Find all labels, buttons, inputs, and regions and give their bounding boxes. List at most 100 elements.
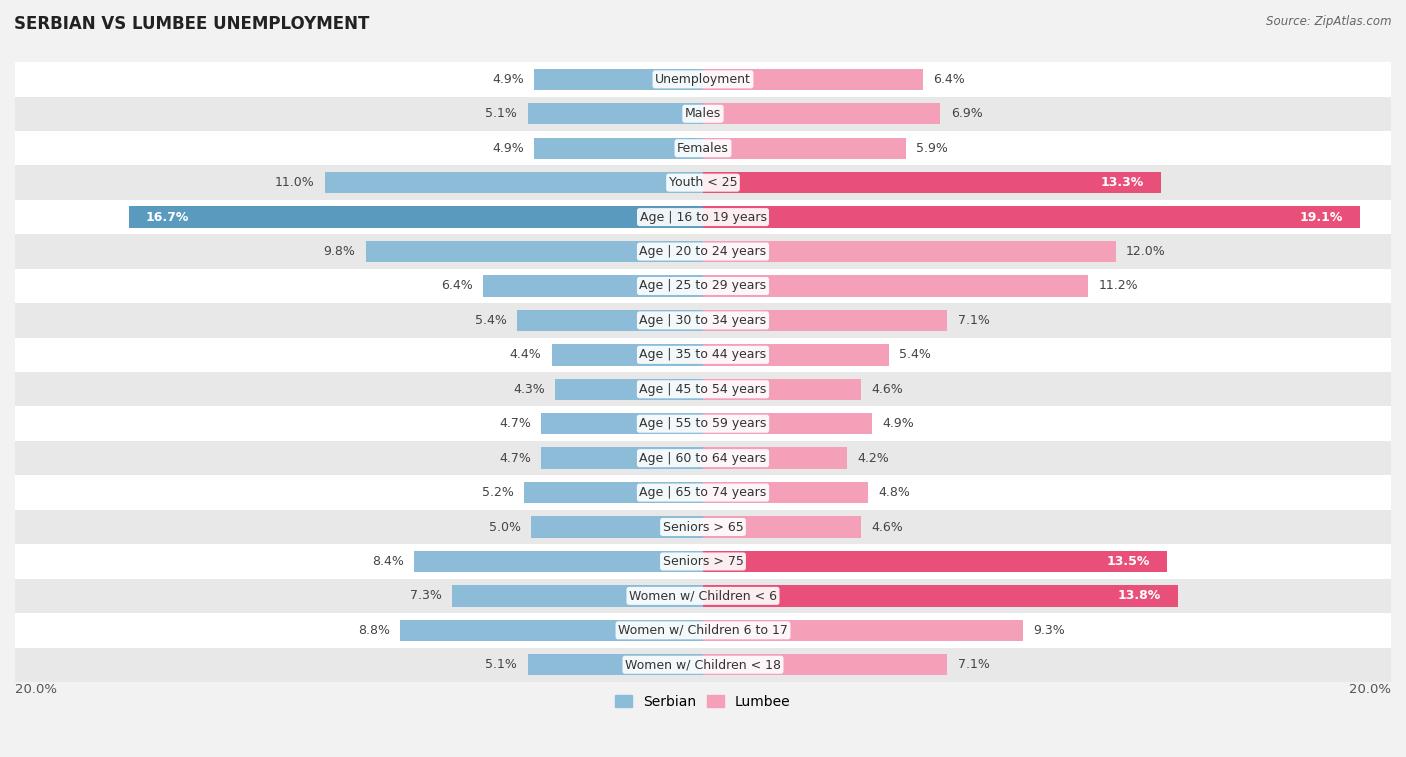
Text: Seniors > 75: Seniors > 75 bbox=[662, 555, 744, 568]
Text: Age | 25 to 29 years: Age | 25 to 29 years bbox=[640, 279, 766, 292]
Bar bbox=[15, 578, 1391, 613]
Text: 13.8%: 13.8% bbox=[1118, 590, 1160, 603]
Text: 4.6%: 4.6% bbox=[872, 383, 903, 396]
Bar bbox=[482, 276, 703, 297]
Bar bbox=[527, 103, 703, 124]
Bar bbox=[413, 551, 703, 572]
Text: 4.3%: 4.3% bbox=[513, 383, 544, 396]
Text: SERBIAN VS LUMBEE UNEMPLOYMENT: SERBIAN VS LUMBEE UNEMPLOYMENT bbox=[14, 15, 370, 33]
Bar bbox=[15, 509, 1391, 544]
Text: 4.9%: 4.9% bbox=[882, 417, 914, 430]
Bar bbox=[15, 372, 1391, 407]
Bar bbox=[703, 378, 862, 400]
Text: 11.0%: 11.0% bbox=[274, 176, 315, 189]
Bar bbox=[541, 447, 703, 469]
Bar bbox=[15, 613, 1391, 647]
Text: 4.9%: 4.9% bbox=[492, 73, 524, 86]
Bar bbox=[325, 172, 703, 193]
Bar bbox=[703, 310, 948, 331]
Text: 12.0%: 12.0% bbox=[1126, 245, 1166, 258]
Text: 7.1%: 7.1% bbox=[957, 659, 990, 671]
Bar bbox=[15, 166, 1391, 200]
Text: 7.1%: 7.1% bbox=[957, 314, 990, 327]
Bar bbox=[703, 585, 1178, 606]
Bar bbox=[703, 276, 1088, 297]
Text: 5.2%: 5.2% bbox=[482, 486, 513, 499]
Bar bbox=[534, 138, 703, 159]
Bar bbox=[703, 207, 1360, 228]
Text: 6.9%: 6.9% bbox=[950, 107, 983, 120]
Text: 4.9%: 4.9% bbox=[492, 142, 524, 154]
Text: 7.3%: 7.3% bbox=[409, 590, 441, 603]
Text: Age | 16 to 19 years: Age | 16 to 19 years bbox=[640, 210, 766, 223]
Text: 11.2%: 11.2% bbox=[1098, 279, 1139, 292]
Text: 5.4%: 5.4% bbox=[898, 348, 931, 361]
Bar bbox=[15, 647, 1391, 682]
Text: Age | 60 to 64 years: Age | 60 to 64 years bbox=[640, 452, 766, 465]
Text: 20.0%: 20.0% bbox=[15, 683, 58, 696]
Bar bbox=[15, 97, 1391, 131]
Text: 5.9%: 5.9% bbox=[917, 142, 948, 154]
Bar bbox=[703, 482, 868, 503]
Bar bbox=[703, 516, 862, 537]
Bar bbox=[703, 654, 948, 675]
Bar bbox=[703, 344, 889, 366]
Text: 5.4%: 5.4% bbox=[475, 314, 508, 327]
Bar bbox=[541, 413, 703, 435]
Bar bbox=[703, 241, 1116, 262]
Text: 4.6%: 4.6% bbox=[872, 521, 903, 534]
Text: 8.8%: 8.8% bbox=[359, 624, 389, 637]
Bar bbox=[366, 241, 703, 262]
Text: 4.8%: 4.8% bbox=[879, 486, 910, 499]
Text: 16.7%: 16.7% bbox=[146, 210, 188, 223]
Bar bbox=[703, 447, 848, 469]
Bar bbox=[15, 338, 1391, 372]
Text: Females: Females bbox=[678, 142, 728, 154]
Text: 13.5%: 13.5% bbox=[1107, 555, 1150, 568]
Text: Age | 65 to 74 years: Age | 65 to 74 years bbox=[640, 486, 766, 499]
Bar bbox=[703, 413, 872, 435]
Text: 9.8%: 9.8% bbox=[323, 245, 356, 258]
Bar bbox=[451, 585, 703, 606]
Bar bbox=[15, 407, 1391, 441]
Text: Source: ZipAtlas.com: Source: ZipAtlas.com bbox=[1267, 15, 1392, 28]
Text: 9.3%: 9.3% bbox=[1033, 624, 1064, 637]
Text: Age | 45 to 54 years: Age | 45 to 54 years bbox=[640, 383, 766, 396]
Text: Seniors > 65: Seniors > 65 bbox=[662, 521, 744, 534]
Text: Youth < 25: Youth < 25 bbox=[669, 176, 737, 189]
Bar bbox=[15, 62, 1391, 97]
Bar bbox=[534, 69, 703, 90]
Bar bbox=[555, 378, 703, 400]
Text: Unemployment: Unemployment bbox=[655, 73, 751, 86]
Bar bbox=[15, 441, 1391, 475]
Bar bbox=[551, 344, 703, 366]
Text: Age | 30 to 34 years: Age | 30 to 34 years bbox=[640, 314, 766, 327]
Bar bbox=[703, 172, 1160, 193]
Bar bbox=[703, 103, 941, 124]
Text: Women w/ Children 6 to 17: Women w/ Children 6 to 17 bbox=[619, 624, 787, 637]
Text: 6.4%: 6.4% bbox=[934, 73, 966, 86]
Bar bbox=[128, 207, 703, 228]
Text: 5.1%: 5.1% bbox=[485, 107, 517, 120]
Text: 5.0%: 5.0% bbox=[489, 521, 520, 534]
Bar bbox=[531, 516, 703, 537]
Bar bbox=[15, 544, 1391, 578]
Text: Age | 35 to 44 years: Age | 35 to 44 years bbox=[640, 348, 766, 361]
Bar bbox=[524, 482, 703, 503]
Text: Males: Males bbox=[685, 107, 721, 120]
Bar bbox=[703, 551, 1167, 572]
Bar bbox=[15, 475, 1391, 509]
Bar bbox=[703, 69, 924, 90]
Text: Women w/ Children < 18: Women w/ Children < 18 bbox=[626, 659, 780, 671]
Bar bbox=[15, 304, 1391, 338]
Bar bbox=[527, 654, 703, 675]
Text: 20.0%: 20.0% bbox=[1348, 683, 1391, 696]
Text: 4.7%: 4.7% bbox=[499, 417, 531, 430]
Bar bbox=[401, 620, 703, 641]
Bar bbox=[703, 138, 905, 159]
Text: 4.2%: 4.2% bbox=[858, 452, 890, 465]
Bar bbox=[15, 200, 1391, 235]
Text: 13.3%: 13.3% bbox=[1099, 176, 1143, 189]
Bar bbox=[703, 620, 1024, 641]
Text: 6.4%: 6.4% bbox=[440, 279, 472, 292]
